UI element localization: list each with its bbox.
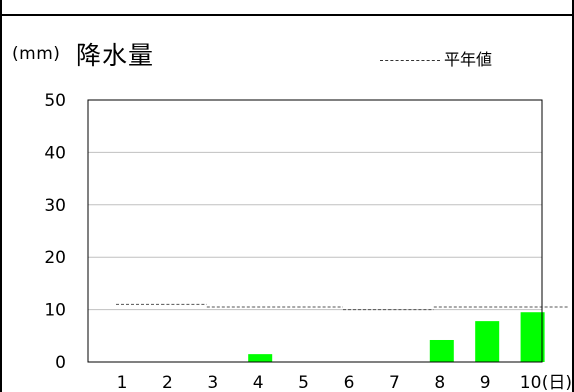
bar-day-8 bbox=[429, 339, 454, 362]
y-tick-0: 0 bbox=[55, 353, 66, 373]
x-tick-8: 8 bbox=[434, 373, 445, 392]
plot-border bbox=[87, 99, 543, 363]
y-tick-40: 40 bbox=[44, 143, 66, 163]
x-tick-5: 5 bbox=[298, 373, 309, 392]
x-tick-1: 1 bbox=[117, 373, 128, 392]
x-tick-2: 2 bbox=[162, 373, 173, 392]
grid-layer bbox=[88, 151, 542, 311]
bar-day-4 bbox=[248, 354, 273, 362]
x-tick-4: 4 bbox=[253, 373, 264, 392]
x-tick-6: 6 bbox=[344, 373, 355, 392]
x-tick-3: 3 bbox=[207, 373, 218, 392]
bar-day-10 bbox=[520, 312, 545, 362]
top-border bbox=[0, 0, 574, 16]
x-tick-labels: 1 2 3 4 5 6 7 8 9 10 bbox=[117, 373, 542, 392]
y-tick-20: 20 bbox=[44, 248, 66, 268]
x-unit-label: (日) bbox=[542, 373, 572, 392]
bar-layer bbox=[248, 312, 545, 362]
legend: 平年値 bbox=[380, 46, 492, 70]
x-tick-10: 10 bbox=[520, 373, 542, 392]
legend-label: 平年値 bbox=[444, 50, 493, 69]
x-tick-7: 7 bbox=[389, 373, 400, 392]
normal-line-layer bbox=[116, 303, 568, 311]
y-tick-10: 10 bbox=[44, 301, 66, 321]
chart-title: 降水量 bbox=[76, 41, 155, 70]
y-tick-labels: 0 10 20 30 40 50 bbox=[44, 91, 66, 373]
x-tick-9: 9 bbox=[480, 373, 491, 392]
bar-day-9 bbox=[475, 321, 500, 362]
y-unit-label: (mm) bbox=[12, 44, 61, 64]
y-tick-50: 50 bbox=[44, 91, 66, 111]
y-tick-30: 30 bbox=[44, 196, 66, 216]
legend-dash-line bbox=[380, 60, 440, 61]
